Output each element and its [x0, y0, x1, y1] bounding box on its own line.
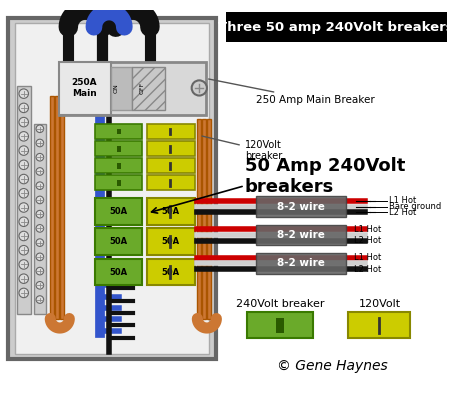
- Circle shape: [191, 80, 207, 96]
- Text: Bare ground: Bare ground: [389, 202, 441, 211]
- Bar: [95, 198, 142, 225]
- Circle shape: [19, 131, 28, 141]
- Text: Three 50 amp 240Volt breakers: Three 50 amp 240Volt breakers: [218, 21, 454, 34]
- Text: 50A: 50A: [162, 207, 180, 216]
- Bar: [147, 141, 194, 156]
- Text: 120Volt: 120Volt: [358, 299, 401, 309]
- Bar: [132, 67, 165, 110]
- Circle shape: [36, 225, 44, 232]
- Circle shape: [36, 182, 44, 189]
- Bar: [147, 175, 194, 191]
- Bar: [55, 96, 59, 318]
- Circle shape: [36, 125, 44, 133]
- Circle shape: [19, 103, 28, 113]
- Bar: [147, 158, 194, 173]
- Bar: [226, 12, 447, 42]
- Text: ON: ON: [114, 83, 119, 93]
- Circle shape: [19, 231, 28, 241]
- Circle shape: [36, 210, 44, 218]
- Circle shape: [36, 267, 44, 275]
- Circle shape: [36, 153, 44, 161]
- Circle shape: [19, 89, 28, 98]
- Bar: [34, 124, 46, 314]
- Circle shape: [36, 239, 44, 247]
- Circle shape: [36, 296, 44, 303]
- Bar: [111, 67, 132, 110]
- Circle shape: [36, 168, 44, 175]
- Text: L2 Hot: L2 Hot: [389, 208, 416, 217]
- Text: L1 Hot: L1 Hot: [354, 253, 381, 262]
- Text: 120Volt
breaker: 120Volt breaker: [202, 136, 282, 162]
- Bar: [207, 119, 210, 318]
- Bar: [147, 198, 194, 225]
- Text: 8-2 wire: 8-2 wire: [277, 230, 325, 240]
- Text: L1 Hot: L1 Hot: [389, 197, 416, 205]
- Bar: [17, 86, 31, 314]
- Circle shape: [19, 288, 28, 298]
- Text: 50 Amp 240Volt
breakers: 50 Amp 240Volt breakers: [245, 157, 405, 196]
- Circle shape: [36, 139, 44, 147]
- Bar: [117, 163, 120, 169]
- Circle shape: [19, 245, 28, 255]
- Circle shape: [19, 146, 28, 155]
- Text: L2 Hot: L2 Hot: [354, 236, 381, 245]
- Circle shape: [19, 217, 28, 227]
- Text: 8-2 wire: 8-2 wire: [277, 202, 325, 212]
- Bar: [117, 146, 120, 152]
- Bar: [117, 129, 120, 135]
- Circle shape: [36, 253, 44, 261]
- Text: OFF: OFF: [140, 82, 145, 94]
- Bar: [95, 175, 142, 191]
- Circle shape: [19, 203, 28, 212]
- Bar: [348, 312, 410, 339]
- Bar: [147, 228, 194, 255]
- Bar: [276, 318, 284, 333]
- Text: 50A: 50A: [109, 268, 128, 277]
- Bar: [50, 96, 54, 318]
- Bar: [95, 228, 142, 255]
- Bar: [197, 119, 201, 318]
- Text: 250A
Main: 250A Main: [72, 78, 97, 98]
- Text: 8-2 wire: 8-2 wire: [277, 258, 325, 268]
- Circle shape: [19, 174, 28, 184]
- Bar: [59, 62, 111, 114]
- Bar: [147, 124, 194, 139]
- Text: © Gene Haynes: © Gene Haynes: [277, 359, 387, 373]
- Bar: [117, 180, 120, 186]
- Bar: [256, 253, 346, 274]
- Text: 50A: 50A: [162, 268, 180, 277]
- Bar: [15, 23, 209, 354]
- Bar: [202, 119, 206, 318]
- Bar: [8, 18, 216, 359]
- Circle shape: [36, 281, 44, 289]
- Bar: [95, 259, 142, 285]
- Bar: [95, 141, 142, 156]
- Bar: [147, 259, 194, 285]
- Circle shape: [19, 118, 28, 127]
- Bar: [256, 196, 346, 217]
- Text: 240Volt breaker: 240Volt breaker: [236, 299, 324, 309]
- Circle shape: [19, 260, 28, 269]
- Text: 50A: 50A: [162, 237, 180, 246]
- Circle shape: [19, 189, 28, 198]
- Text: 50A: 50A: [109, 237, 128, 246]
- Circle shape: [36, 196, 44, 204]
- Circle shape: [19, 160, 28, 170]
- Text: L2 Hot: L2 Hot: [354, 265, 381, 274]
- Bar: [246, 312, 313, 339]
- Circle shape: [19, 274, 28, 283]
- Bar: [60, 96, 64, 318]
- Text: 50A: 50A: [109, 207, 128, 216]
- Text: 250 Amp Main Breaker: 250 Amp Main Breaker: [209, 79, 375, 105]
- Bar: [95, 124, 142, 139]
- Bar: [95, 158, 142, 173]
- Bar: [256, 225, 346, 245]
- Bar: [59, 62, 206, 114]
- Text: L1 Hot: L1 Hot: [354, 225, 381, 234]
